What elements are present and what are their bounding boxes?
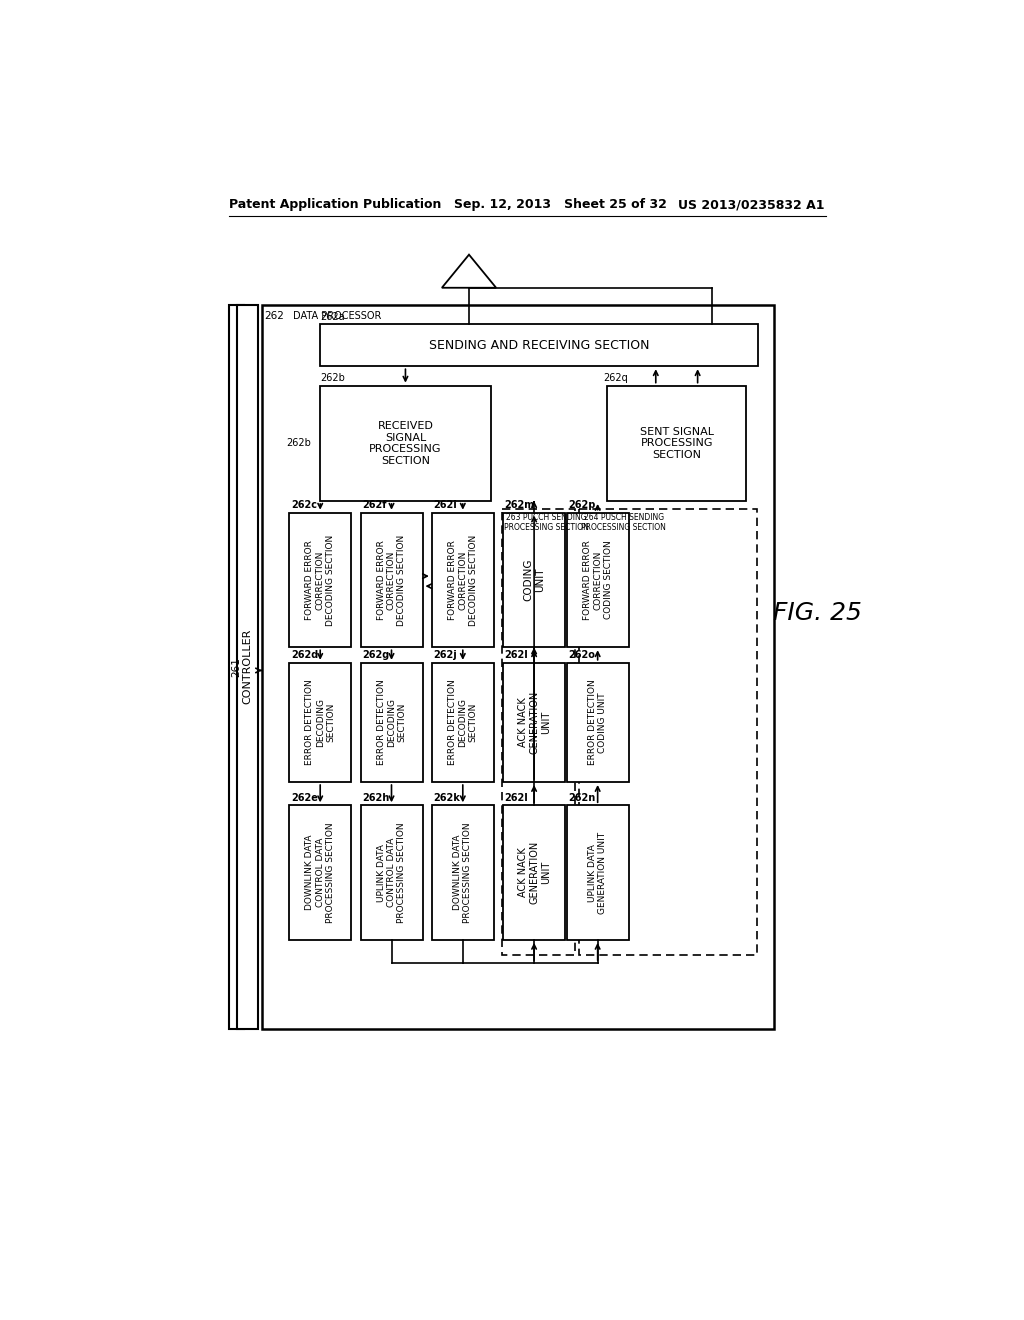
Text: DOWNLINK DATA
CONTROL DATA
PROCESSING SECTION: DOWNLINK DATA CONTROL DATA PROCESSING SE… [305, 822, 335, 923]
Text: 262m: 262m [505, 500, 535, 511]
Text: 262h: 262h [362, 793, 389, 803]
Text: ACK NACK
GENERATION
UNIT: ACK NACK GENERATION UNIT [517, 690, 551, 754]
Text: 262o: 262o [568, 651, 595, 660]
Text: Patent Application Publication: Patent Application Publication [228, 198, 441, 211]
Text: 263 PUCCH SENDING
PROCESSING SECTION: 263 PUCCH SENDING PROCESSING SECTION [504, 512, 589, 532]
Text: 262c: 262c [291, 500, 316, 511]
Bar [566, 805, 629, 940]
Bar [432, 663, 494, 781]
Bar [503, 805, 565, 940]
Text: 261: 261 [231, 656, 242, 677]
Bar [360, 663, 423, 781]
Bar [321, 323, 758, 367]
Bar [228, 305, 245, 1028]
Text: FORWARD ERROR
CORRECTION
DECODING SECTION: FORWARD ERROR CORRECTION DECODING SECTIO… [377, 535, 407, 626]
Text: UPLINK DATA
GENERATION UNIT: UPLINK DATA GENERATION UNIT [588, 832, 607, 913]
Text: DOWNLINK DATA
PROCESSING SECTION: DOWNLINK DATA PROCESSING SECTION [453, 822, 472, 923]
Text: RECEIVED
SIGNAL
PROCESSING
SECTION: RECEIVED SIGNAL PROCESSING SECTION [370, 421, 441, 466]
Text: 262k: 262k [433, 793, 460, 803]
Bar [360, 512, 423, 647]
Text: 262i: 262i [433, 500, 457, 511]
Text: 262f: 262f [362, 500, 386, 511]
Text: UPLINK DATA
CONTROL DATA
PROCESSING SECTION: UPLINK DATA CONTROL DATA PROCESSING SECT… [377, 822, 407, 923]
Bar [289, 512, 351, 647]
Text: 262n: 262n [568, 793, 595, 803]
Text: 262l: 262l [505, 793, 528, 803]
Bar [579, 508, 758, 956]
Bar [289, 663, 351, 781]
Bar [607, 385, 746, 502]
Text: 262l: 262l [505, 651, 528, 660]
Text: ERROR DETECTION
DECODING
SECTION: ERROR DETECTION DECODING SECTION [305, 680, 335, 766]
Text: 264 PUSCH SENDING
PROCESSING SECTION: 264 PUSCH SENDING PROCESSING SECTION [582, 512, 667, 532]
Text: US 2013/0235832 A1: US 2013/0235832 A1 [678, 198, 824, 211]
Text: FORWARD ERROR
CORRECTION
DECODING SECTION: FORWARD ERROR CORRECTION DECODING SECTIO… [305, 535, 335, 626]
Bar [432, 805, 494, 940]
Text: 262g: 262g [362, 651, 389, 660]
Text: ERROR DETECTION
DECODING
SECTION: ERROR DETECTION DECODING SECTION [447, 680, 478, 766]
Bar [289, 805, 351, 940]
Text: 262j: 262j [433, 651, 457, 660]
Bar [502, 508, 575, 956]
Text: 262e: 262e [291, 793, 317, 803]
Bar [432, 512, 494, 647]
Text: FORWARD ERROR
CORRECTION
DECODING SECTION: FORWARD ERROR CORRECTION DECODING SECTIO… [447, 535, 478, 626]
Text: ERROR DETECTION
DECODING
SECTION: ERROR DETECTION DECODING SECTION [377, 680, 407, 766]
Bar [566, 663, 629, 781]
Bar [321, 385, 490, 502]
Text: SENT SIGNAL
PROCESSING
SECTION: SENT SIGNAL PROCESSING SECTION [640, 426, 714, 459]
Text: 262: 262 [264, 312, 285, 321]
Text: 262b: 262b [321, 374, 345, 383]
Bar [237, 305, 258, 1028]
Text: SENDING AND RECEIVING SECTION: SENDING AND RECEIVING SECTION [429, 339, 649, 351]
Bar [566, 512, 629, 647]
Text: ACK NACK
GENERATION
UNIT: ACK NACK GENERATION UNIT [517, 841, 551, 904]
Bar [262, 305, 773, 1028]
Text: FORWARD ERROR
CORRECTION
CODING SECTION: FORWARD ERROR CORRECTION CODING SECTION [583, 540, 612, 620]
Text: CODING
UNIT: CODING UNIT [523, 558, 545, 601]
Text: FIG. 25: FIG. 25 [773, 601, 862, 624]
Text: 262d: 262d [291, 651, 318, 660]
Text: ERROR DETECTION
CODING UNIT: ERROR DETECTION CODING UNIT [588, 680, 607, 766]
Text: 262p: 262p [568, 500, 596, 511]
Bar [503, 663, 565, 781]
Bar [503, 512, 565, 647]
Text: 262q: 262q [603, 374, 628, 383]
Text: 262b: 262b [286, 438, 311, 449]
Text: Sep. 12, 2013   Sheet 25 of 32: Sep. 12, 2013 Sheet 25 of 32 [454, 198, 667, 211]
Text: 262a: 262a [321, 312, 345, 322]
Bar [360, 805, 423, 940]
Text: CONTROLLER: CONTROLLER [243, 628, 252, 705]
Text: DATA PROCESSOR: DATA PROCESSOR [293, 312, 382, 321]
